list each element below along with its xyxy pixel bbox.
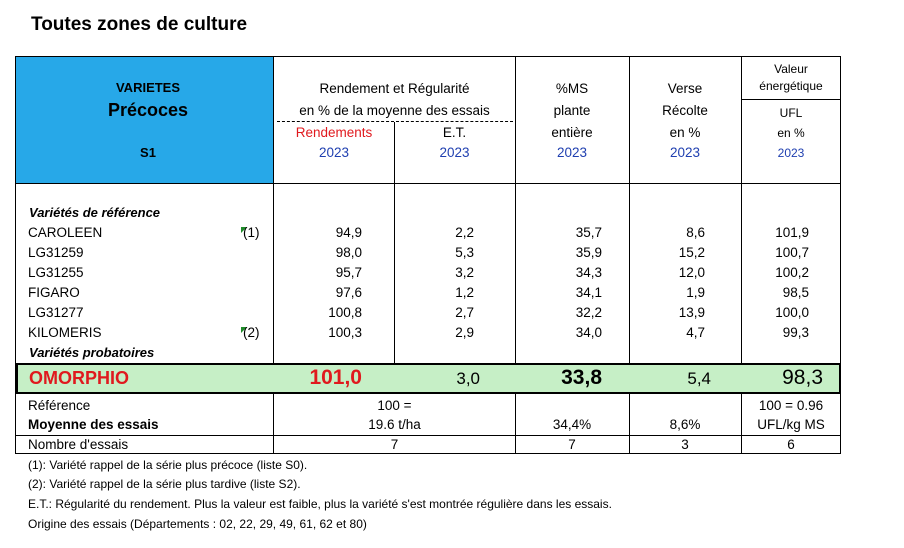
valeur-header-line4: en % xyxy=(777,126,805,140)
variety-note: (1) xyxy=(243,225,260,240)
highlight-verse: 5,4 xyxy=(687,369,711,388)
moyenne-ms: 34,4% xyxy=(552,417,592,432)
cell-ms: 35,7 xyxy=(575,225,602,240)
footnote-1: (1): Variété rappel de la série plus pré… xyxy=(28,458,308,472)
cell-et: 1,2 xyxy=(455,285,474,300)
ms-header-line1: %MS xyxy=(555,81,589,96)
nombre-ufl: 6 xyxy=(787,437,795,452)
rendements-subheader: Rendements xyxy=(295,125,373,140)
nombre-ms: 7 xyxy=(568,437,576,452)
page-title: Toutes zones de culture xyxy=(31,14,248,35)
results-table xyxy=(15,56,841,454)
cell-verse: 12,0 xyxy=(678,265,705,280)
cell-rendement: 98,0 xyxy=(335,245,362,260)
varietes-label: VARIETES xyxy=(115,80,181,95)
year-ms: 2023 xyxy=(556,145,588,160)
comment-marker-icon xyxy=(241,227,247,233)
variety-name: LG31255 xyxy=(28,265,84,280)
cell-ufl: 101,9 xyxy=(775,225,809,240)
cell-verse: 13,9 xyxy=(678,305,705,320)
variety-name: LG31277 xyxy=(28,305,84,320)
reference-row-label: Référence xyxy=(28,398,91,413)
cell-ufl: 100,2 xyxy=(775,265,809,280)
nombre-verse: 3 xyxy=(681,437,689,452)
varietes-header-cell xyxy=(16,57,273,183)
cell-rendement: 100,3 xyxy=(328,325,362,340)
variety-name: KILOMERIS xyxy=(28,325,102,340)
valeur-header-line1: Valeur xyxy=(774,62,808,76)
cell-ms: 35,9 xyxy=(575,245,602,260)
highlight-row xyxy=(16,363,841,394)
probatoires-section-label: Variétés probatoires xyxy=(29,345,155,360)
cell-et: 3,2 xyxy=(455,265,474,280)
cell-ms: 34,1 xyxy=(575,285,602,300)
cell-rendement: 94,9 xyxy=(335,225,362,240)
nombre-row-label: Nombre d'essais xyxy=(28,437,129,452)
moyenne-verse: 8,6% xyxy=(669,417,701,432)
cell-ufl: 99,3 xyxy=(782,325,809,340)
cell-ufl: 100,0 xyxy=(775,305,809,320)
valeur-header-line3: UFL xyxy=(779,106,803,120)
cell-rendement: 95,7 xyxy=(335,265,362,280)
valeur-header-line2: énergétique xyxy=(759,79,823,93)
precoces-label: Précoces xyxy=(107,100,189,120)
highlight-rendement: 101,0 xyxy=(309,366,362,389)
cell-ms: 34,0 xyxy=(575,325,602,340)
cell-verse: 1,9 xyxy=(686,285,705,300)
rendement-header-line1: Rendement et Régularité xyxy=(319,81,470,96)
ms-header-line2: plante xyxy=(553,103,591,118)
year-valeur: 2023 xyxy=(777,146,805,160)
footnote-2: (2): Variété rappel de la série plus tar… xyxy=(28,477,301,491)
reference-row-ufl: 100 = 0.96 xyxy=(758,398,824,413)
cell-verse: 15,2 xyxy=(678,245,705,260)
et-subheader: E.T. xyxy=(442,125,467,140)
cell-rendement: 97,6 xyxy=(335,285,362,300)
footnote-3: E.T.: Régularité du rendement. Plus la v… xyxy=(28,497,612,511)
moyenne-rendement: 19.6 t/ha xyxy=(368,417,421,432)
cell-et: 2,7 xyxy=(455,305,474,320)
year-et: 2023 xyxy=(439,145,470,160)
rendement-header-line2: en % de la moyenne des essais xyxy=(299,103,490,118)
highlight-et: 3,0 xyxy=(456,369,480,388)
cell-ms: 32,2 xyxy=(575,305,602,320)
cell-ms: 34,3 xyxy=(575,265,602,280)
cell-verse: 4,7 xyxy=(686,325,705,340)
moyenne-ufl: UFL/kg MS xyxy=(757,417,825,432)
highlight-ufl: 98,3 xyxy=(782,366,823,389)
nombre-rendement: 7 xyxy=(390,437,399,452)
cell-ufl: 100,7 xyxy=(775,245,809,260)
variety-name: FIGARO xyxy=(28,285,80,300)
series-label: S1 xyxy=(140,145,156,160)
footnote-4: Origine des essais (Départements : 02, 2… xyxy=(28,517,367,531)
ms-header-line3: entière xyxy=(551,125,593,140)
comment-marker-icon xyxy=(241,327,247,333)
cell-rendement: 100,8 xyxy=(328,305,362,320)
year-rendement: 2023 xyxy=(318,145,350,160)
year-verse: 2023 xyxy=(669,145,701,160)
moyenne-row-label: Moyenne des essais xyxy=(28,417,159,432)
variety-note: (2) xyxy=(243,325,260,340)
verse-header-line3: en % xyxy=(669,125,701,140)
variety-name: LG31259 xyxy=(28,245,84,260)
reference-section-label: Variétés de référence xyxy=(29,205,161,220)
cell-et: 5,3 xyxy=(455,245,474,260)
cell-verse: 8,6 xyxy=(686,225,705,240)
cell-ufl: 98,5 xyxy=(782,285,809,300)
cell-et: 2,9 xyxy=(455,325,474,340)
verse-header-line1: Verse xyxy=(667,81,703,96)
highlight-variety-name: OMORPHIO xyxy=(29,368,130,388)
variety-name: CAROLEEN xyxy=(28,225,103,240)
cell-et: 2,2 xyxy=(455,225,474,240)
highlight-ms: 33,8 xyxy=(561,366,602,389)
verse-header-line2: Récolte xyxy=(662,103,708,118)
reference-row-value: 100 = xyxy=(377,398,412,413)
